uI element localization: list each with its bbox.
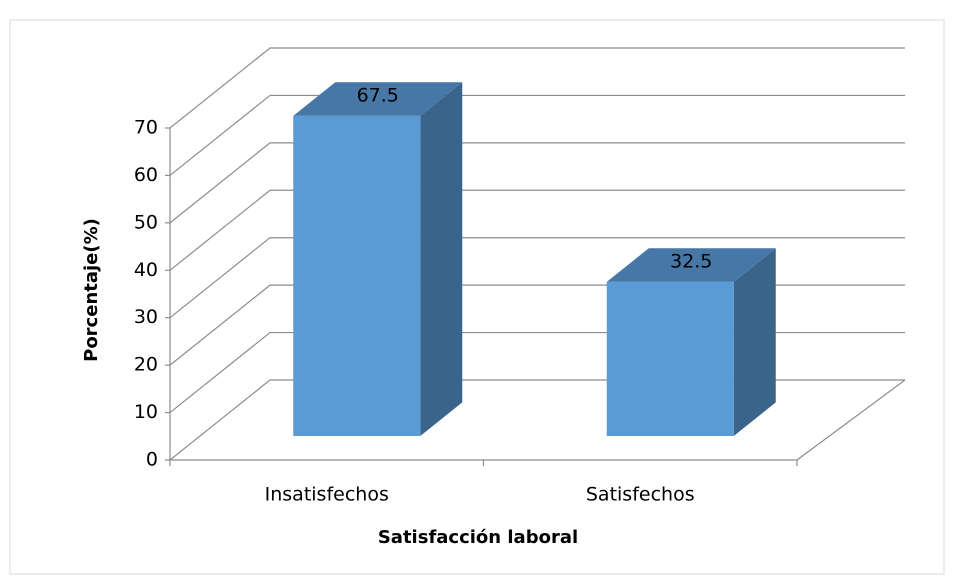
x-tick-label: Satisfechos [586, 484, 695, 506]
bar [293, 115, 421, 436]
bar [606, 281, 734, 436]
bar-side [420, 82, 463, 436]
y-tick-label: 10 [134, 401, 158, 423]
y-tick-label: 30 [134, 306, 158, 328]
data-label: 32.5 [670, 251, 712, 273]
bar-top [606, 248, 776, 282]
y-tick-label: 60 [134, 164, 158, 186]
y-tick-label: 70 [134, 117, 158, 139]
chart-frame [9, 19, 945, 575]
grid-line [169, 94, 905, 176]
grid-line [169, 47, 905, 129]
y-axis-title: Porcentaje(%) [81, 218, 102, 362]
y-tick-label: 40 [134, 259, 158, 281]
y-tick-label: 0 [146, 449, 158, 471]
x-axis-title: Satisfacción laboral [378, 527, 578, 548]
grid-line [169, 142, 905, 224]
grid-line [169, 189, 905, 271]
grid-line [169, 237, 905, 319]
bar-top [293, 82, 463, 116]
x-tick-label: Insatisfechos [265, 484, 389, 506]
y-tick-label: 50 [134, 211, 158, 233]
y-tick-label: 20 [134, 354, 158, 376]
bar-side [733, 248, 776, 436]
data-label: 67.5 [357, 85, 399, 107]
